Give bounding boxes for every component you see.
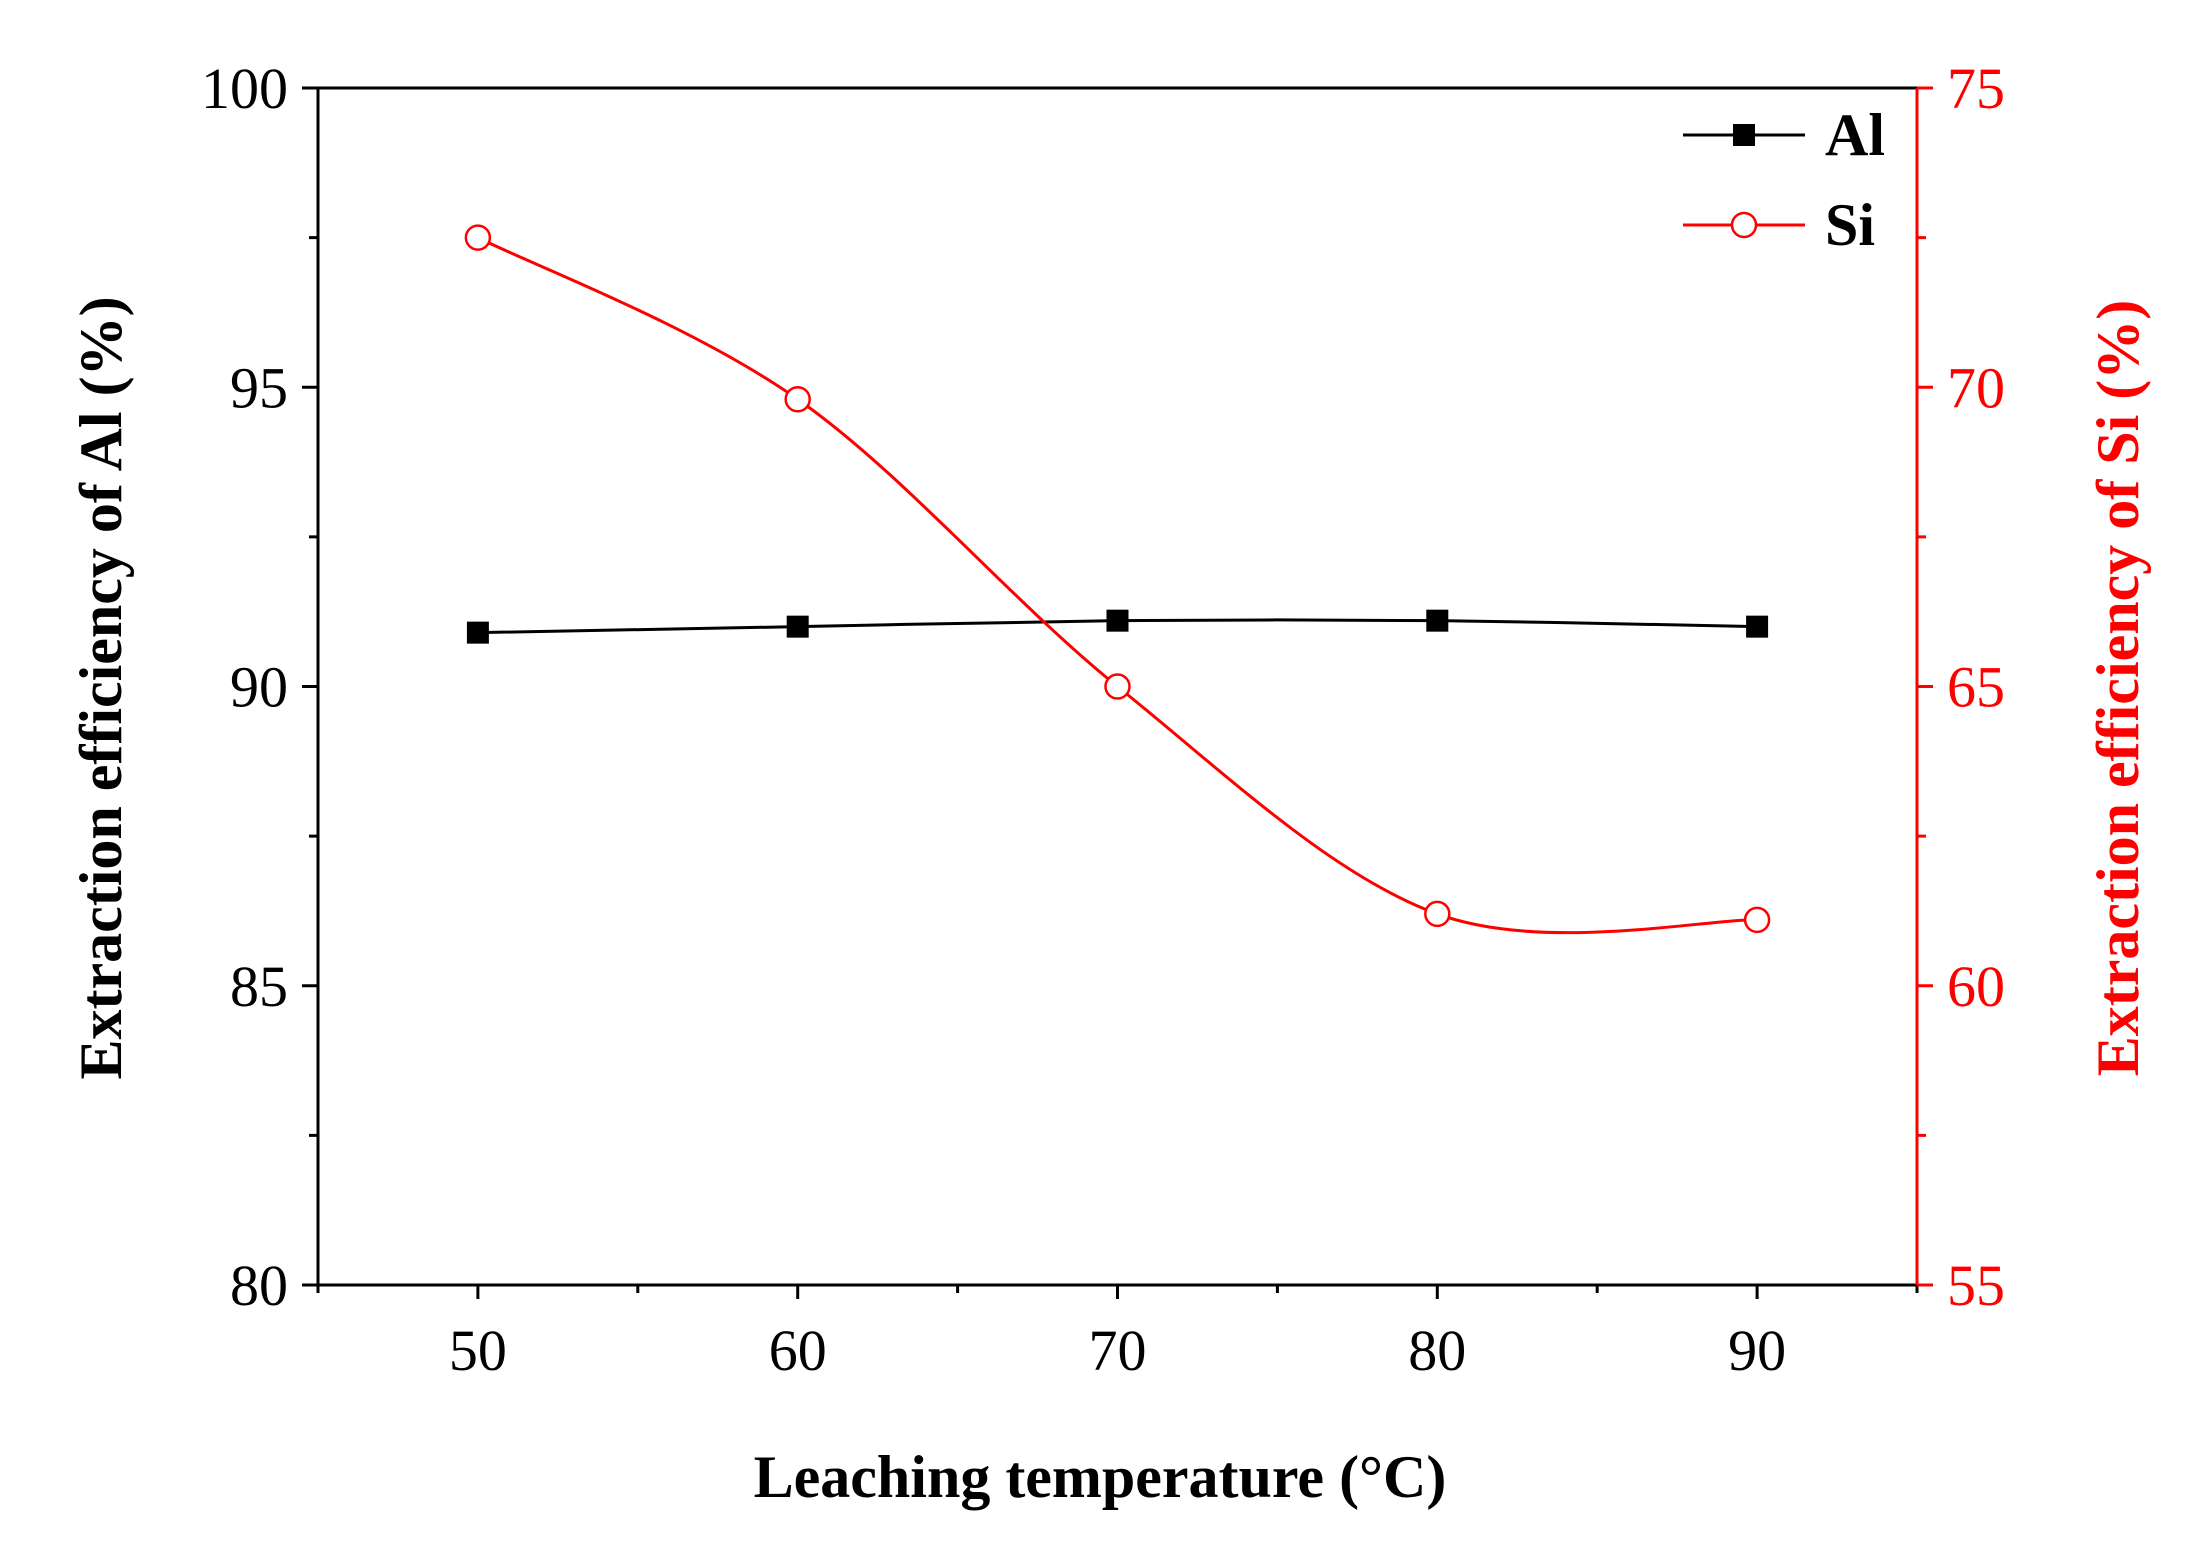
y-axis-right: 55 60 65 70 75 <box>1917 56 2005 1318</box>
y-axis-right-title: Extraction efficiency of Si (%) <box>2085 300 2151 1076</box>
legend-label-si: Si <box>1825 192 1875 258</box>
data-point-si <box>784 385 811 413</box>
data-point-si <box>464 224 492 251</box>
y-right-tick-label: 70 <box>1947 355 2005 420</box>
y-left-tick-label: 90 <box>230 655 288 720</box>
legend: Al Si <box>1683 102 1885 258</box>
x-tick-label: 80 <box>1408 1318 1466 1383</box>
series-layer <box>464 224 1771 935</box>
series-line-si <box>477 236 1758 935</box>
y-right-tick-label: 65 <box>1947 655 2005 720</box>
data-point-si <box>1104 673 1131 700</box>
legend-marker-si <box>1730 211 1758 239</box>
data-point-al <box>1426 609 1449 632</box>
data-point-si <box>1743 906 1771 934</box>
y-left-tick-label: 85 <box>230 954 288 1019</box>
x-tick-label: 50 <box>449 1318 507 1383</box>
y-left-tick-label: 100 <box>201 56 288 121</box>
data-point-al <box>1106 609 1129 632</box>
y-left-tick-label: 80 <box>230 1253 288 1318</box>
data-point-si <box>1424 900 1451 928</box>
legend-marker-al <box>1733 124 1755 146</box>
y-right-tick-label: 75 <box>1947 56 2005 121</box>
y-axis-left-title: Extraction efficiency of Al (%) <box>68 296 134 1079</box>
data-point-al <box>466 621 489 644</box>
legend-label-al: Al <box>1825 102 1885 168</box>
x-tick-label: 60 <box>769 1318 827 1383</box>
x-axis-title: Leaching temperature (°C) <box>754 1444 1447 1510</box>
x-axis: 50 60 70 80 90 <box>316 1285 1919 1383</box>
y-right-tick-label: 55 <box>1947 1253 2005 1318</box>
y-left-tick-label: 95 <box>230 355 288 420</box>
y-right-tick-label: 60 <box>1947 954 2005 1019</box>
y-axis-left: 80 85 90 95 100 <box>201 56 318 1318</box>
x-tick-label: 70 <box>1089 1318 1147 1383</box>
data-point-al <box>786 615 809 638</box>
x-tick-label: 90 <box>1728 1318 1786 1383</box>
data-point-al <box>1746 615 1769 638</box>
